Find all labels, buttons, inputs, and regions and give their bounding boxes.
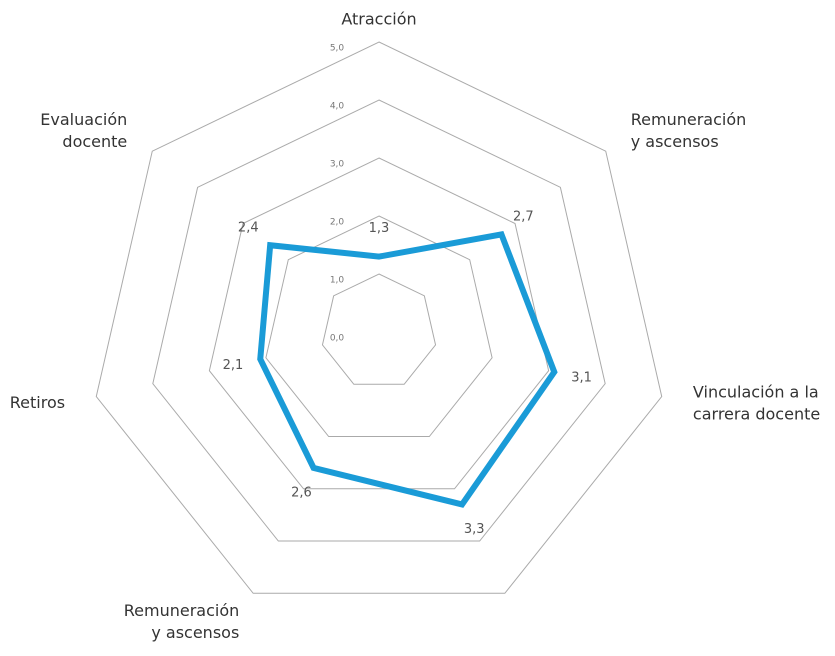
category-label: Evaluación docente (40, 110, 127, 151)
value-label: 1,3 (369, 221, 390, 236)
value-label: 3,1 (571, 371, 592, 386)
category-label: Vinculación a la carrera docente (693, 382, 820, 423)
tick-label: 3,0 (330, 160, 345, 170)
value-label: 2,4 (238, 220, 259, 235)
tick-label: 5,0 (330, 44, 345, 54)
grid-ring (321, 273, 437, 385)
category-label: Remuneración y ascensos (631, 110, 747, 151)
tick-label: 2,0 (330, 218, 345, 228)
category-label: Retiros (10, 393, 65, 412)
grid-ring (152, 99, 606, 542)
grid-ring (95, 41, 663, 594)
data-line (257, 230, 558, 508)
value-label: 2,7 (513, 209, 534, 224)
tick-label: 0,0 (330, 333, 345, 343)
tick-label: 1,0 (330, 276, 345, 286)
category-label: Remuneración y ascensos (124, 601, 240, 642)
grid-ring (265, 215, 493, 438)
tick-label: 4,0 (330, 102, 345, 112)
category-label: Atracción (341, 10, 416, 29)
grid-ring (208, 157, 550, 490)
value-label: 2,1 (223, 358, 244, 373)
value-label: 2,6 (291, 486, 312, 501)
value-label: 3,3 (464, 522, 485, 537)
